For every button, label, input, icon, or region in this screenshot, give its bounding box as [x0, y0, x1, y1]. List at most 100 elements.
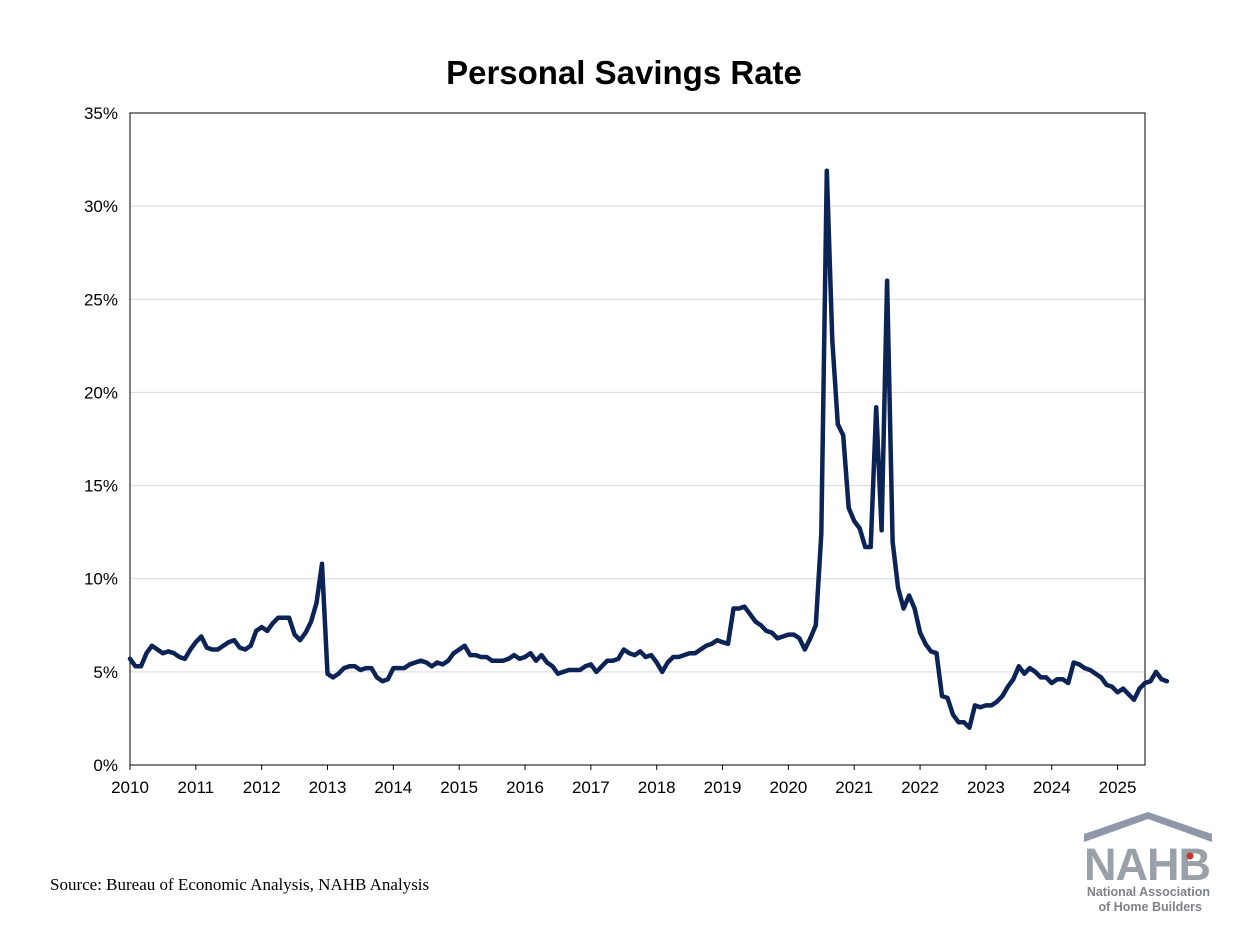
data-point [1055, 677, 1060, 682]
data-point [440, 662, 445, 667]
data-point [566, 668, 571, 672]
data-point [780, 634, 785, 639]
data-point [758, 623, 763, 628]
series-line-savings-rate [127, 168, 1170, 730]
data-point [583, 664, 588, 669]
data-point [1099, 675, 1104, 680]
data-point [978, 705, 983, 710]
data-point [303, 630, 308, 635]
data-point [1038, 675, 1043, 680]
data-point [802, 647, 807, 652]
x-tick-label: 2024 [1033, 778, 1071, 797]
data-point [451, 651, 456, 656]
x-tick-label: 2015 [440, 778, 478, 797]
data-point [1033, 669, 1038, 674]
data-point [413, 660, 418, 665]
data-point [956, 720, 961, 725]
data-point [748, 612, 752, 617]
data-point [462, 643, 467, 648]
x-axis-ticks: 2010 2011 2012 2013 2014 2015 2016 2017 2018 2019… [111, 765, 1136, 797]
data-point [835, 422, 840, 427]
data-point [989, 703, 994, 708]
data-point [1044, 675, 1049, 680]
data-point [912, 606, 917, 611]
data-point [506, 656, 511, 661]
data-point [830, 338, 835, 343]
data-point [1159, 677, 1164, 682]
data-point [610, 658, 615, 663]
data-point [128, 656, 132, 661]
data-point [819, 532, 824, 536]
data-point [248, 643, 253, 648]
data-point [1016, 664, 1021, 669]
data-point [193, 640, 198, 645]
y-tick-label: 0% [93, 756, 118, 775]
x-tick-label: 2014 [374, 778, 412, 797]
data-point [654, 660, 659, 665]
data-point [446, 658, 451, 663]
logo-line1: National Association [1087, 885, 1210, 899]
data-point [972, 703, 977, 708]
data-point [868, 545, 873, 549]
data-point [824, 168, 829, 173]
nahb-logo: NAHB National Association of Home Builde… [1084, 812, 1212, 914]
data-point [588, 662, 593, 667]
x-tick-label: 2016 [506, 778, 544, 797]
data-point [599, 664, 604, 669]
data-point [720, 640, 725, 645]
data-point [259, 625, 264, 630]
data-point [287, 615, 292, 620]
data-point [846, 505, 851, 510]
data-point [171, 651, 176, 656]
data-point [342, 666, 346, 671]
data-point [621, 647, 626, 652]
x-tick-label: 2025 [1099, 778, 1137, 797]
data-point [309, 619, 314, 624]
data-point [616, 656, 621, 661]
data-point [325, 671, 330, 676]
data-point [951, 712, 955, 717]
data-point [879, 528, 884, 533]
data-point [199, 634, 204, 639]
x-tick-label: 2023 [967, 778, 1005, 797]
y-axis-ticks: 0% 5% 10% 15% 20% 25% 30% 35% [84, 104, 118, 775]
gridlines [130, 205, 1145, 673]
data-point [704, 643, 709, 648]
data-point [1049, 681, 1054, 685]
data-point [545, 660, 549, 665]
data-point [627, 651, 632, 656]
data-point [468, 653, 473, 658]
data-point [1115, 690, 1120, 695]
data-point [331, 675, 335, 680]
data-point [901, 606, 906, 611]
data-point [254, 628, 259, 633]
data-point [1110, 684, 1115, 689]
roof-icon [1084, 812, 1212, 842]
data-point [523, 655, 527, 659]
y-tick-label: 25% [84, 290, 118, 309]
data-point [983, 703, 988, 708]
data-point [693, 651, 698, 656]
data-point [298, 638, 303, 643]
data-point [232, 638, 237, 643]
data-point [221, 643, 226, 648]
data-point [473, 653, 478, 658]
data-point [1071, 660, 1076, 665]
data-point [808, 636, 813, 641]
data-point [731, 606, 736, 611]
data-point [133, 664, 138, 669]
data-point [528, 651, 533, 656]
data-point [149, 643, 154, 648]
data-point [786, 632, 791, 637]
data-point [314, 600, 319, 605]
data-point [276, 615, 281, 620]
data-point [1066, 681, 1071, 685]
data-point [237, 645, 242, 650]
data-point [484, 655, 489, 659]
data-point [188, 647, 193, 652]
data-point [923, 641, 928, 646]
data-point [435, 660, 440, 665]
x-tick-label: 2018 [638, 778, 676, 797]
data-point [890, 539, 895, 544]
